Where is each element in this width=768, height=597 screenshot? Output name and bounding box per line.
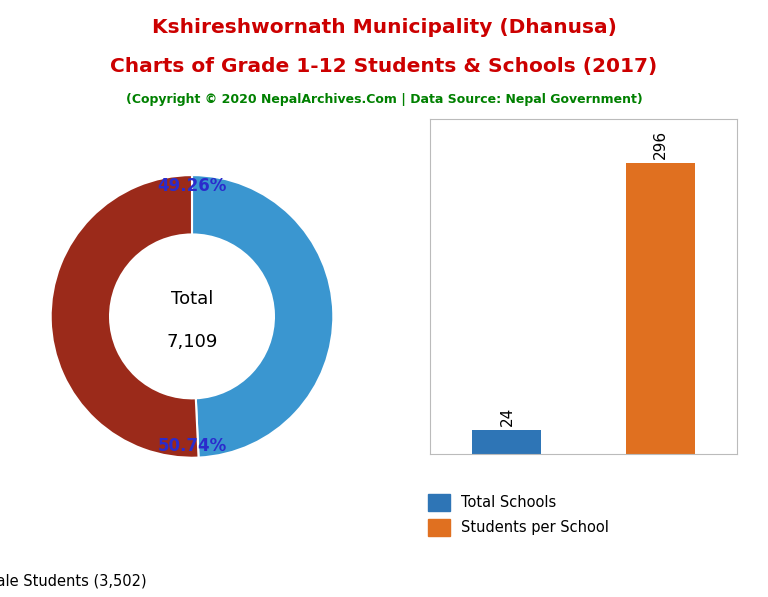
Bar [626,162,695,454]
Legend: Male Students (3,502), Female Students (3,607): Male Students (3,502), Female Students (… [0,565,170,597]
Wedge shape [51,175,199,458]
Text: Charts of Grade 1-12 Students & Schools (2017): Charts of Grade 1-12 Students & Schools … [111,57,657,76]
Text: 24: 24 [499,407,515,426]
Wedge shape [192,175,333,457]
Text: 50.74%: 50.74% [157,438,227,456]
Text: 49.26%: 49.26% [157,177,227,195]
Text: Total: Total [170,291,214,309]
Text: (Copyright © 2020 NepalArchives.Com | Data Source: Nepal Government): (Copyright © 2020 NepalArchives.Com | Da… [126,93,642,106]
Legend: Total Schools, Students per School: Total Schools, Students per School [422,488,615,542]
Text: 296: 296 [653,130,668,159]
Text: Kshireshwornath Municipality (Dhanusa): Kshireshwornath Municipality (Dhanusa) [151,18,617,37]
Text: 7,109: 7,109 [167,333,217,351]
Bar [472,430,541,454]
